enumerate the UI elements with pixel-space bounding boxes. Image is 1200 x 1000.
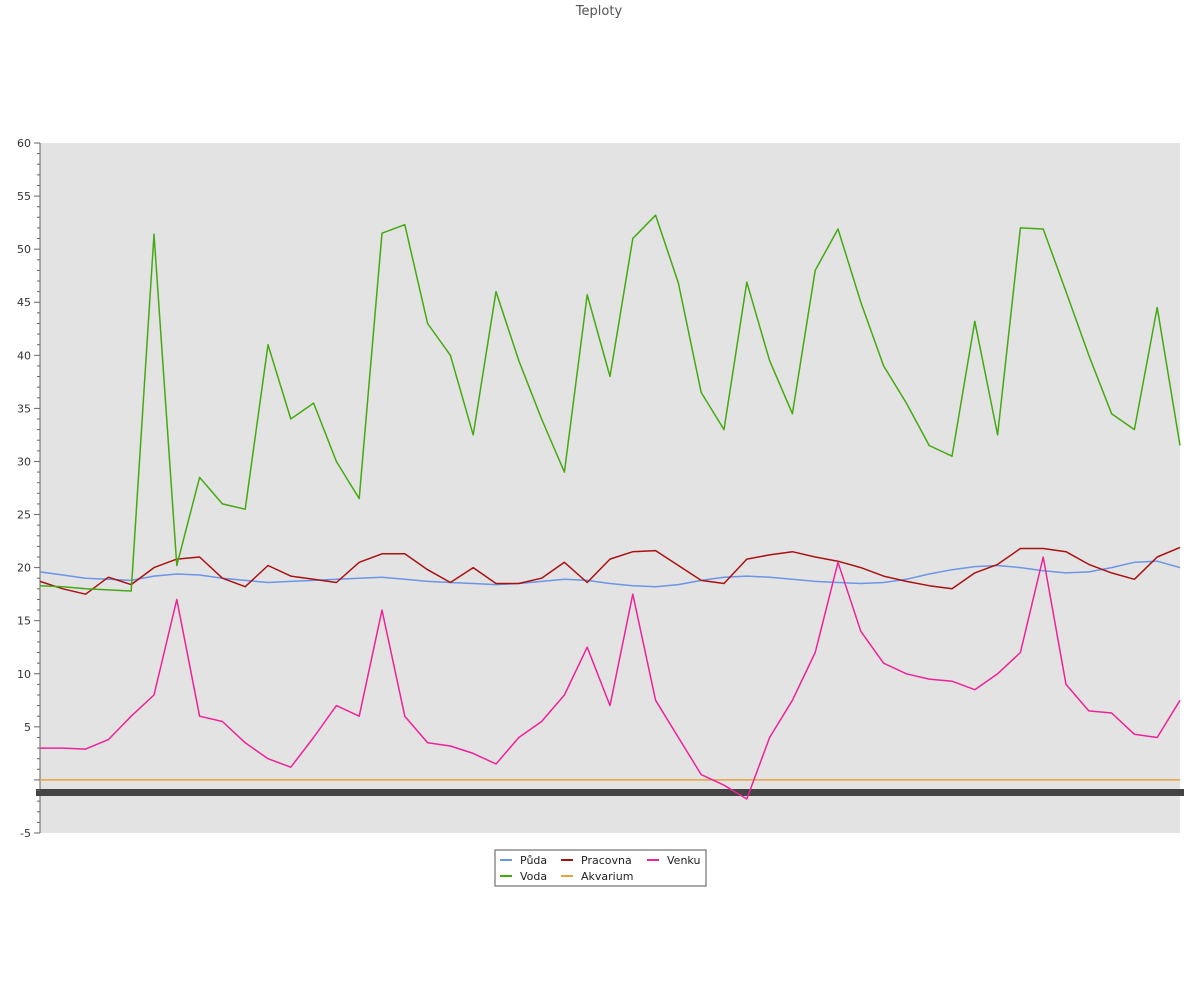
y-tick-label: 30	[17, 455, 31, 468]
y-tick-label: 55	[17, 190, 31, 203]
y-tick-label: 15	[17, 615, 31, 628]
legend-label: Venku	[667, 854, 700, 867]
legend: Půda Pracovna Venku Voda Akvarium	[494, 849, 707, 887]
chart-title: Teploty	[575, 4, 623, 19]
legend-box	[494, 849, 707, 887]
series-lines	[39, 214, 1181, 800]
series-line-p-da	[39, 560, 1181, 588]
y-tick-label: 60	[17, 137, 31, 150]
legend-label: Voda	[520, 870, 547, 883]
series-line-venku	[40, 556, 1181, 800]
y-tick-label: 25	[17, 509, 31, 522]
y-axis-ticks: -5 5 10 15 20 25 30 35 40 45 50 55 60	[17, 137, 40, 840]
legend-label: Půda	[520, 854, 547, 867]
x-axis-band	[36, 789, 1184, 796]
y-tick-label: 40	[17, 349, 31, 362]
y-tick-label: 45	[17, 296, 31, 309]
y-tick-label: -5	[20, 827, 31, 840]
series-line-pracovna	[39, 546, 1181, 595]
plot-area	[40, 143, 1180, 833]
series-line-voda	[39, 214, 1181, 592]
y-tick-label: 10	[17, 668, 31, 681]
y-tick-label: 50	[17, 243, 31, 256]
legend-label: Pracovna	[581, 854, 632, 867]
y-tick-label: 5	[24, 721, 31, 734]
y-tick-label: 20	[17, 562, 31, 575]
y-tick-label: 35	[17, 402, 31, 415]
legend-label: Akvarium	[581, 870, 633, 883]
